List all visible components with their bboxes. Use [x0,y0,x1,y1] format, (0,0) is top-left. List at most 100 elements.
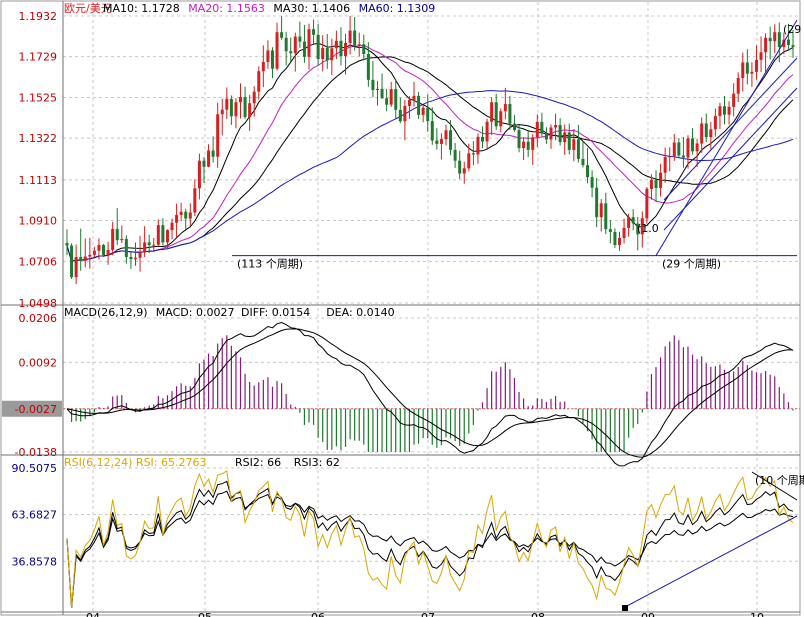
candle-body [426,107,430,122]
candle-body [239,97,243,103]
price-panel[interactable]: (113 个周期) (29 个周期) (29 (1.0 [65,16,802,285]
candle-body [617,237,621,245]
candle-body [92,250,96,255]
candle-body [782,39,786,48]
macd-axis-tick-label: 0.0092 [19,356,58,369]
candle-body [170,222,174,231]
candle-body [298,36,302,42]
candle-body [334,40,338,49]
candle-body [179,211,183,215]
candle-body [435,140,439,144]
macd-current-value-label: -0.0027 [15,403,57,416]
candle-body [508,104,512,124]
candle-body [252,91,256,104]
candle-body [494,102,498,127]
macd-diff-line [66,321,794,467]
candle-body [197,160,201,189]
rsi-resistance-line [751,471,798,501]
candle-body [184,211,188,219]
candle-body [567,132,571,150]
candle-body [453,149,457,161]
candle-body [143,242,147,253]
candle-body [503,104,507,112]
candle-body [193,188,197,213]
candle-body [627,217,631,228]
candle-body [750,71,754,74]
candle-body [608,229,612,232]
candle-body [471,153,475,155]
price-legend-item: 欧元/美元 [64,2,112,15]
candle-body [586,165,590,178]
candle-body [421,107,425,115]
candle-body [695,143,699,152]
rsi-panel[interactable]: (10 个周期 [66,470,804,611]
period-annotation: (29 个周期) [662,258,721,271]
candle-body [736,78,740,94]
candle-body [270,50,274,69]
candle-body [777,32,781,48]
rsi-marker [622,605,628,611]
macd-legend-item: MACD: 0.0027 [156,306,235,319]
candle-body [700,123,704,144]
candle-body [293,36,297,54]
x-axis-tick-label: 04 [86,611,100,617]
candle-body [375,88,379,91]
candle-body [604,203,608,230]
candle-body [554,125,558,128]
candle-body [362,44,366,55]
candle-body [115,228,119,241]
candle-body [289,51,293,54]
candle-body [371,79,375,91]
candle-body [499,111,503,127]
rsi-legend-item: RSI3: 62 [294,456,340,469]
candle-body [321,48,325,60]
candle-body [563,132,567,143]
candle-body [764,37,768,53]
price-axis-tick-label: 1.1932 [19,10,58,23]
candle-body [590,177,594,188]
price-legend-item: MA60: 1.1309 [359,2,436,15]
candle-body [576,139,580,159]
price-legend-item: MA20: 1.1563 [188,2,265,15]
candle-body [275,32,279,69]
rsi-axis-tick-label: 90.5075 [12,462,58,475]
candle-body [531,137,535,150]
candle-body [535,121,539,138]
candle-body [102,244,106,256]
candle-body [613,231,617,245]
candle-body [462,168,466,174]
candle-body [307,29,311,57]
price-axis-tick-label: 1.0706 [19,255,58,268]
candle-body [152,244,156,246]
price-axis-tick-label: 1.1525 [19,91,58,104]
macd-panel[interactable] [63,321,800,467]
candle-body [713,116,717,130]
candle-body [97,244,101,251]
candle-body [595,187,599,218]
candle-body [403,105,407,122]
candle-body [156,225,160,245]
candle-body [188,212,192,219]
candle-body [175,214,179,223]
candle-body [257,71,261,92]
candle-body [417,95,421,115]
candle-body [261,62,265,72]
candle-body [654,179,658,188]
candle-body [229,98,233,117]
candle-body [686,138,690,158]
candle-body [407,99,411,106]
candle-body [791,45,795,47]
candle-body [83,256,87,261]
candle-body [344,43,348,57]
candle-body [216,114,220,157]
candle-body [357,44,361,46]
ma10-line [66,42,794,263]
channel-line-inner [663,87,798,231]
candle-body [723,106,727,115]
candle-body [316,34,320,60]
candle-body [385,98,389,105]
candle-body [672,142,676,157]
candle-body [476,136,480,155]
candle-body [207,150,211,167]
